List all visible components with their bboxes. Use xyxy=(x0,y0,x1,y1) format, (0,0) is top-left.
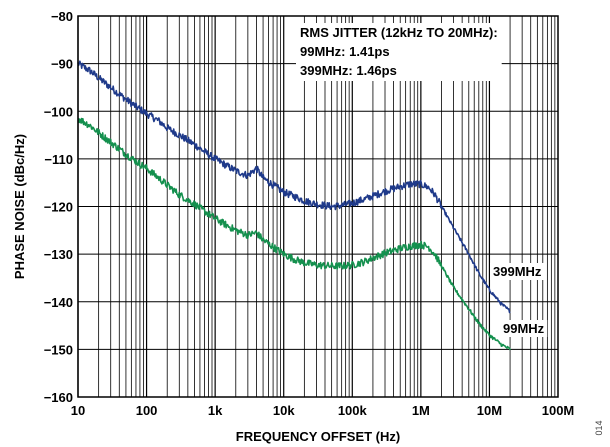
series-label-background-399mhz xyxy=(490,263,545,280)
y-tick-label: −90 xyxy=(51,57,73,72)
chart-grid xyxy=(77,15,558,398)
rms-jitter-annotation: RMS JITTER (12kHz TO 20MHz): 99MHz: 1.41… xyxy=(296,23,502,81)
series-label-399mhz: 399MHz xyxy=(493,264,542,279)
series-line-399mhz xyxy=(77,60,511,314)
x-tick-label: 10M xyxy=(477,403,502,418)
annotation-background xyxy=(296,23,502,81)
y-tick-label: −160 xyxy=(44,390,73,405)
annotation-line-title: RMS JITTER (12kHz TO 20MHz): xyxy=(300,25,498,40)
chart-series-group xyxy=(77,60,511,351)
x-tick-label: 1k xyxy=(208,403,223,418)
series-label-background-99mhz xyxy=(500,320,548,337)
y-tick-label: −110 xyxy=(44,152,73,167)
y-tick-label: −130 xyxy=(44,247,73,262)
x-tick-label: 10k xyxy=(273,403,295,418)
series-label-99mhz: 99MHz xyxy=(503,321,545,336)
annotation-line-99mhz: 99MHz: 1.41ps xyxy=(300,44,390,59)
series-line-99mhz xyxy=(77,117,511,351)
x-axis-title: FREQUENCY OFFSET (Hz) xyxy=(236,429,400,444)
figure-id: 014 xyxy=(594,420,604,435)
annotation-line-399mhz: 399MHz: 1.46ps xyxy=(300,63,397,78)
y-axis-title: PHASE NOISE (dBc/Hz) xyxy=(12,134,27,279)
y-tick-label: −100 xyxy=(44,104,73,119)
plot-area-border xyxy=(77,15,559,398)
y-tick-label: −150 xyxy=(44,342,73,357)
series-labels: 399MHz 99MHz xyxy=(490,263,548,337)
x-tick-label: 100M xyxy=(542,403,575,418)
y-tick-label: −80 xyxy=(51,9,73,24)
y-tick-label: −120 xyxy=(44,200,73,215)
x-tick-label: 1M xyxy=(412,403,430,418)
x-tick-label: 10 xyxy=(71,403,85,418)
y-tick-label: −140 xyxy=(44,295,73,310)
x-tick-label: 100k xyxy=(338,403,368,418)
x-tick-label: 100 xyxy=(136,403,158,418)
axis-tick-labels: 10 100 1k 10k 100k 1M 10M 100M −80 −90 −100 −110 −12… xyxy=(44,9,575,418)
